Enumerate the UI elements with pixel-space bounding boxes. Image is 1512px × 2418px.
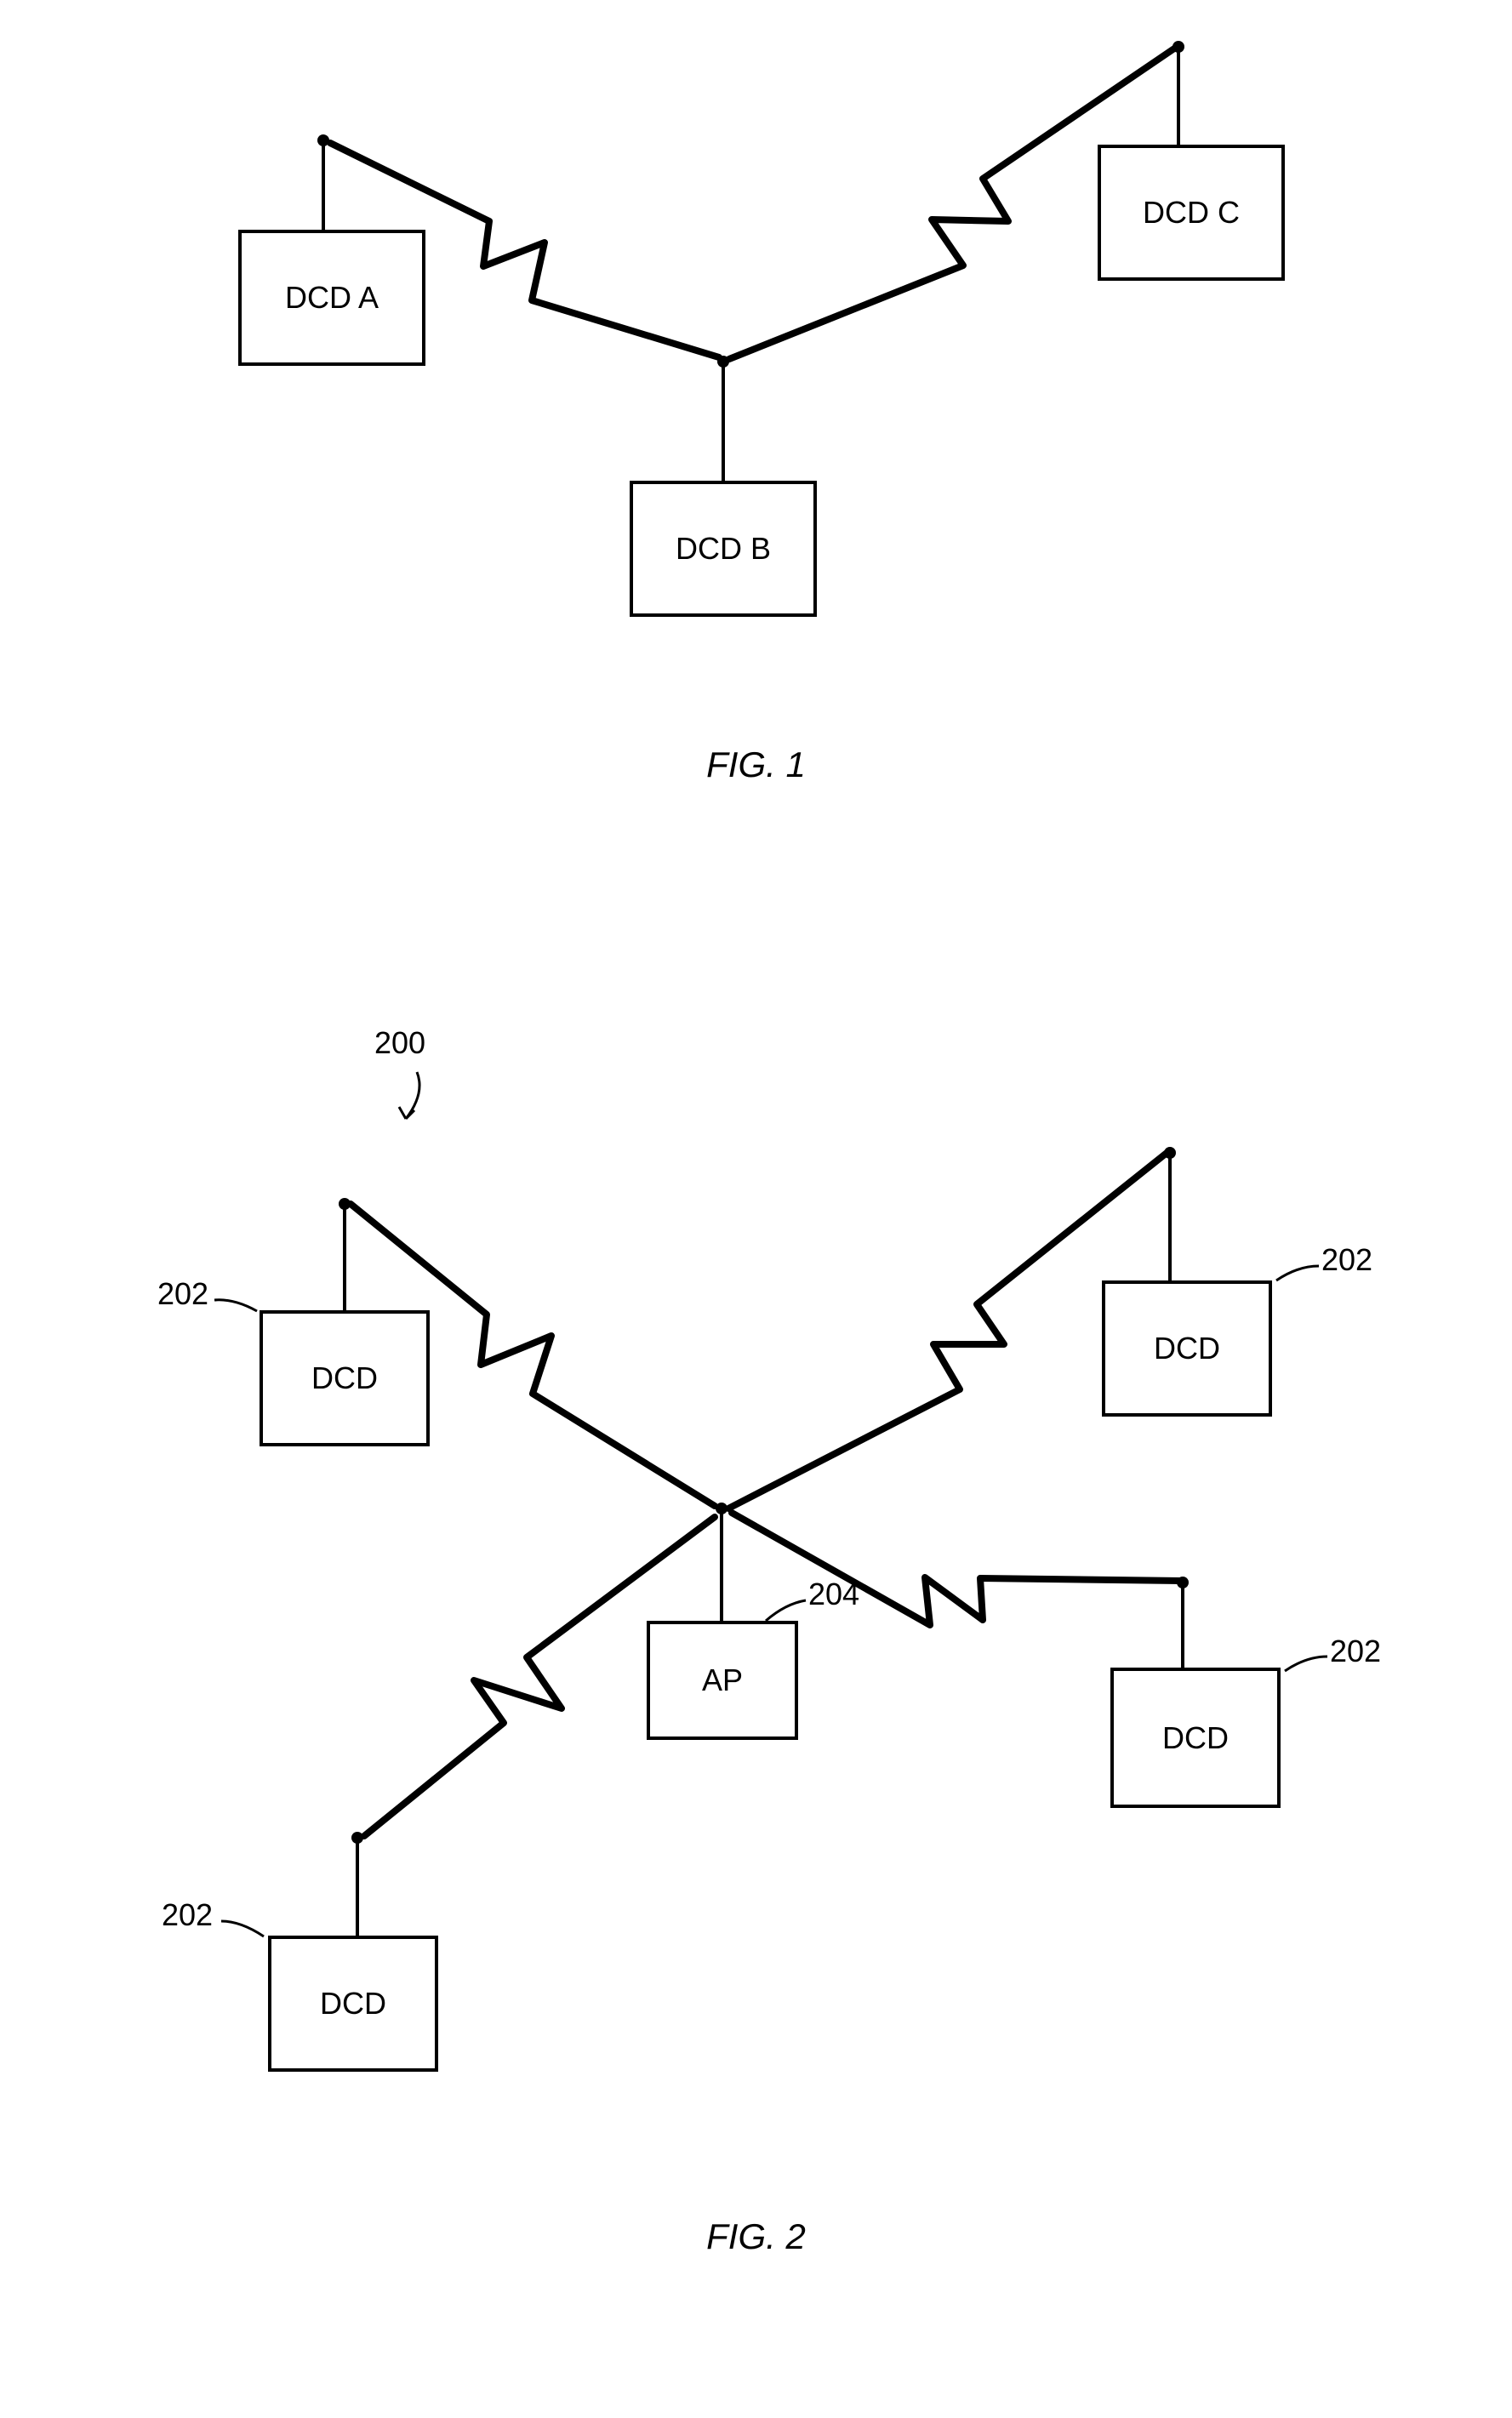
ref-dcd-tr: 202 [1321,1242,1372,1278]
node-dcd-bl-label: DCD [320,1986,386,2022]
antenna-dcd-b [722,362,725,481]
antenna-dcd-c [1177,47,1180,145]
node-dcd-tr-label: DCD [1154,1331,1220,1366]
antenna-dot-dcd-bl [351,1832,363,1844]
antenna-dot-dcd-tr [1164,1147,1176,1159]
antenna-dot-ap [716,1503,727,1514]
node-ap: AP [647,1621,798,1740]
leader-dcd-tl [213,1296,264,1317]
figure-1-label: FIG. 1 [706,744,806,785]
leader-dcd-tr [1272,1262,1323,1287]
node-dcd-br: DCD [1110,1668,1281,1808]
leader-200 [396,1068,447,1136]
leader-dcd-bl [220,1917,271,1942]
antenna-ap [720,1508,723,1621]
ref-200: 200 [374,1025,425,1061]
ref-dcd-bl: 202 [162,1897,213,1933]
node-dcd-a-label: DCD A [285,280,379,316]
node-dcd-tl: DCD [260,1310,430,1446]
leader-dcd-br [1281,1652,1332,1678]
node-dcd-tr: DCD [1102,1280,1272,1417]
node-dcd-bl: DCD [268,1936,438,2072]
antenna-dot-dcd-c [1173,41,1184,53]
antenna-dot-dcd-br [1177,1577,1189,1588]
antenna-dot-dcd-b [717,356,729,368]
antenna-dcd-tr [1168,1153,1172,1280]
antenna-dot-dcd-tl [339,1198,351,1210]
node-dcd-br-label: DCD [1162,1720,1229,1756]
ref-dcd-tl: 202 [157,1276,208,1312]
ref-dcd-br: 202 [1330,1634,1381,1669]
node-ap-label: AP [702,1662,743,1698]
antenna-dcd-tl [343,1204,346,1310]
antenna-dcd-br [1181,1583,1184,1668]
node-dcd-tl-label: DCD [311,1360,378,1396]
antenna-dcd-a [322,140,325,230]
node-dcd-c: DCD C [1098,145,1285,281]
node-dcd-b: DCD B [630,481,817,617]
antenna-dot-dcd-a [317,134,329,146]
wireless-links [0,0,1512,2418]
node-dcd-a: DCD A [238,230,425,366]
leader-ap [762,1598,808,1628]
node-dcd-c-label: DCD C [1143,195,1240,231]
node-dcd-b-label: DCD B [676,531,771,567]
figure-2-label: FIG. 2 [706,2216,806,2257]
antenna-dcd-bl [356,1838,359,1936]
ref-ap: 204 [808,1577,859,1612]
